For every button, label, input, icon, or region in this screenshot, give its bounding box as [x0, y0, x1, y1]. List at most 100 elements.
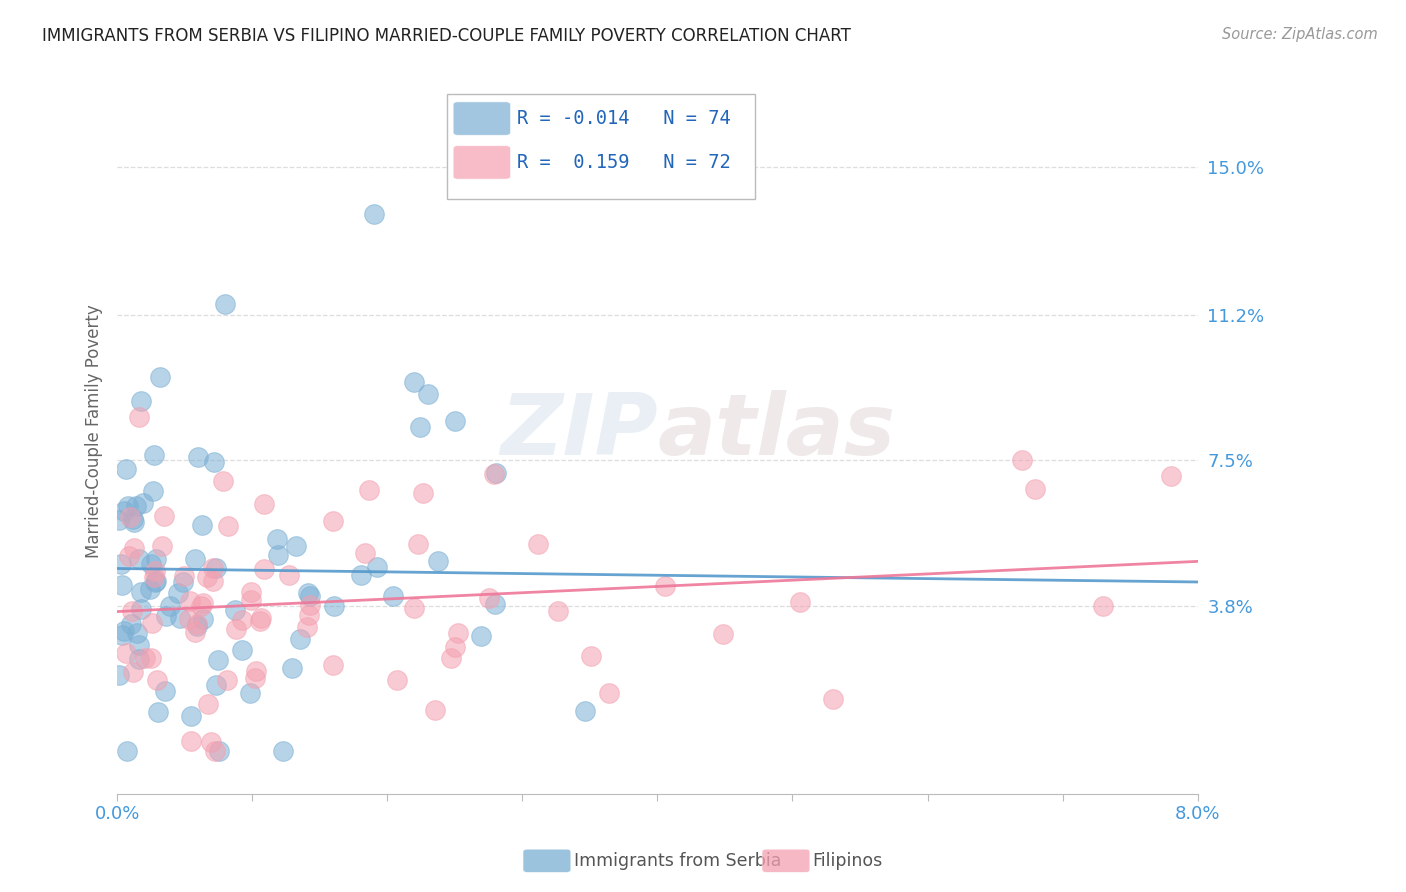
Text: R = -0.014   N = 74: R = -0.014 N = 74	[517, 109, 731, 128]
Point	[117, 500, 139, 514]
Point	[180, 734, 202, 748]
Point	[574, 704, 596, 718]
Point	[214, 296, 236, 310]
Point	[145, 574, 167, 589]
Point	[115, 743, 138, 757]
Point	[108, 513, 131, 527]
Point	[485, 466, 508, 480]
Point	[416, 387, 439, 401]
Point	[598, 685, 620, 699]
Point	[423, 703, 446, 717]
Point	[579, 649, 602, 664]
Point	[180, 709, 202, 723]
Point	[281, 661, 304, 675]
Point	[266, 533, 288, 547]
Point	[239, 686, 262, 700]
Point	[440, 651, 463, 665]
Point	[146, 673, 169, 687]
Point	[406, 537, 429, 551]
Point	[239, 585, 262, 599]
Point	[132, 496, 155, 510]
Point	[129, 602, 152, 616]
Point	[654, 579, 676, 593]
Point	[298, 607, 321, 622]
Point	[409, 420, 432, 434]
Point	[145, 551, 167, 566]
Point	[1092, 599, 1115, 613]
Point	[114, 462, 136, 476]
Point	[124, 499, 146, 513]
Point	[118, 509, 141, 524]
Point	[249, 611, 271, 625]
Text: IMMIGRANTS FROM SERBIA VS FILIPINO MARRIED-COUPLE FAMILY POVERTY CORRELATION CHA: IMMIGRANTS FROM SERBIA VS FILIPINO MARRI…	[42, 27, 851, 45]
Point	[112, 624, 135, 639]
Point	[202, 455, 225, 469]
Point	[202, 574, 225, 588]
Point	[128, 551, 150, 566]
Point	[111, 627, 134, 641]
Point	[297, 586, 319, 600]
Text: Source: ZipAtlas.com: Source: ZipAtlas.com	[1222, 27, 1378, 42]
Point	[153, 683, 176, 698]
Point	[107, 668, 129, 682]
Point	[273, 743, 295, 757]
Point	[179, 593, 201, 607]
Point	[202, 560, 225, 574]
Point	[129, 585, 152, 599]
Point	[1024, 483, 1046, 497]
Point	[111, 577, 134, 591]
Point	[298, 599, 321, 613]
Point	[197, 697, 219, 711]
Point	[411, 485, 433, 500]
Point	[122, 515, 145, 529]
Text: atlas: atlas	[658, 390, 896, 473]
Point	[381, 589, 404, 603]
Text: Filipinos: Filipinos	[813, 852, 883, 870]
Point	[357, 483, 380, 497]
Point	[267, 548, 290, 562]
Point	[547, 603, 569, 617]
Point	[444, 640, 467, 654]
Point	[173, 569, 195, 583]
Point	[190, 599, 212, 614]
Point	[205, 678, 228, 692]
Point	[208, 743, 231, 757]
FancyBboxPatch shape	[453, 145, 510, 179]
Point	[149, 370, 172, 384]
Point	[245, 664, 267, 678]
Point	[217, 673, 239, 687]
Point	[284, 539, 307, 553]
Point	[217, 519, 239, 533]
Point	[323, 599, 346, 613]
Point	[1011, 453, 1033, 467]
Point	[134, 651, 156, 665]
Point	[191, 612, 214, 626]
Point	[143, 565, 166, 579]
Point	[711, 626, 734, 640]
Point	[243, 671, 266, 685]
Point	[120, 616, 142, 631]
Point	[128, 652, 150, 666]
Point	[118, 549, 141, 563]
Point	[200, 735, 222, 749]
Text: Immigrants from Serbia: Immigrants from Serbia	[574, 852, 780, 870]
Point	[138, 582, 160, 597]
Point	[212, 475, 235, 489]
Point	[299, 589, 322, 603]
Point	[404, 601, 426, 615]
Point	[204, 560, 226, 574]
Point	[159, 599, 181, 614]
Point	[153, 509, 176, 524]
Point	[231, 613, 253, 627]
Point	[224, 603, 246, 617]
Point	[322, 514, 344, 528]
Point	[443, 414, 465, 428]
Point	[139, 651, 162, 665]
Point	[142, 570, 165, 584]
Point	[527, 536, 550, 550]
Point	[249, 614, 271, 628]
Point	[169, 611, 191, 625]
Point	[295, 620, 318, 634]
Point	[353, 546, 375, 560]
Point	[150, 539, 173, 553]
